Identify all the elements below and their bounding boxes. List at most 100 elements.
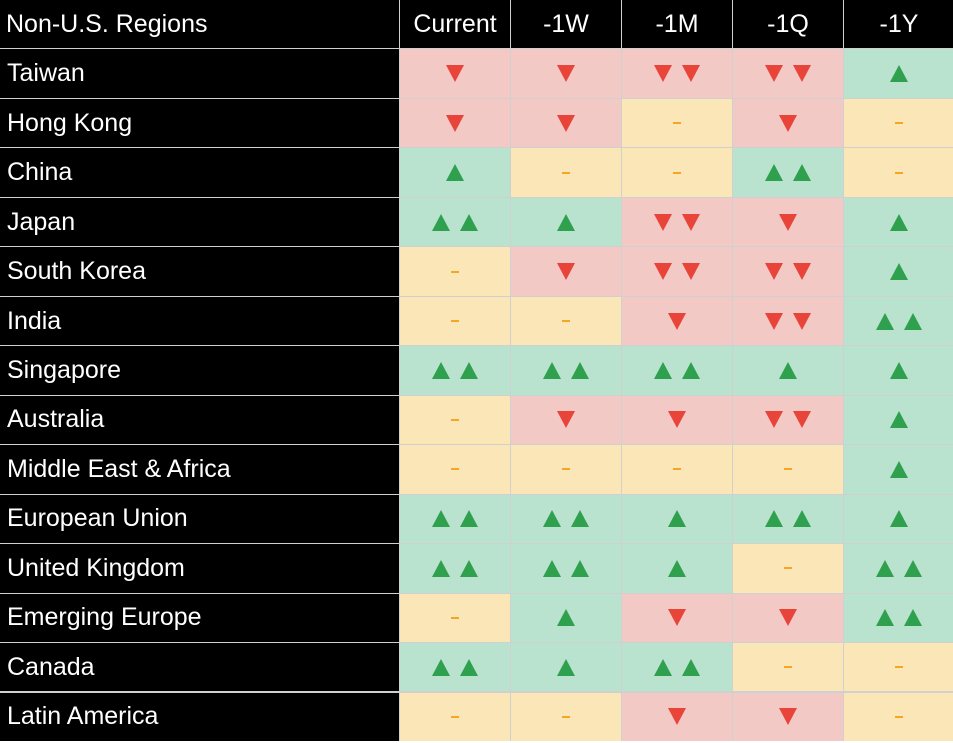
dash-icon bbox=[562, 320, 570, 322]
signal-cell-flat bbox=[400, 296, 510, 346]
triangle-down-icon bbox=[557, 411, 575, 429]
signal-cell-flat bbox=[733, 643, 843, 692]
triangle-up-icon bbox=[446, 164, 464, 182]
triangle-down-icon bbox=[654, 213, 672, 231]
signal-cell-up bbox=[844, 593, 953, 642]
triangle-up-icon bbox=[460, 510, 478, 528]
signal-symbols bbox=[784, 468, 792, 471]
signal-cell-up bbox=[844, 395, 953, 445]
signal-cell-up bbox=[844, 346, 953, 395]
signal-cell-up bbox=[844, 445, 953, 494]
triangle-up-icon bbox=[793, 510, 811, 528]
triangle-up-icon bbox=[890, 213, 908, 231]
signal-cell-up bbox=[400, 197, 510, 247]
signal-symbols bbox=[876, 559, 922, 577]
signal-symbols bbox=[446, 114, 464, 132]
signal-cell-down bbox=[733, 692, 843, 741]
signal-symbols bbox=[765, 411, 811, 429]
signal-cell-flat bbox=[622, 98, 732, 148]
signal-cell-down bbox=[400, 49, 510, 98]
triangle-down-icon bbox=[793, 312, 811, 330]
signal-symbols bbox=[557, 213, 575, 231]
dash-icon bbox=[673, 468, 681, 471]
signal-symbols bbox=[895, 171, 903, 174]
dash-icon bbox=[562, 715, 570, 718]
region-label: Australia bbox=[0, 395, 399, 445]
dash-icon bbox=[562, 171, 570, 174]
signal-symbols bbox=[543, 510, 589, 528]
triangle-up-icon bbox=[682, 658, 700, 676]
signal-symbols bbox=[451, 418, 459, 421]
signal-cell-down bbox=[511, 247, 621, 296]
triangle-up-icon bbox=[432, 559, 450, 577]
region-label: Japan bbox=[0, 197, 399, 247]
signal-symbols bbox=[895, 715, 903, 718]
header-period: Current bbox=[400, 0, 510, 49]
signal-symbols bbox=[890, 411, 908, 429]
triangle-up-icon bbox=[571, 559, 589, 577]
triangle-down-icon bbox=[557, 263, 575, 281]
dash-icon bbox=[895, 666, 903, 669]
signal-symbols bbox=[557, 411, 575, 429]
signal-symbols bbox=[668, 312, 686, 330]
region-label: European Union bbox=[0, 494, 399, 544]
signal-symbols bbox=[668, 609, 686, 627]
triangle-up-icon bbox=[432, 510, 450, 528]
signal-symbols bbox=[765, 263, 811, 281]
signal-cell-flat bbox=[733, 445, 843, 494]
signal-cell-flat bbox=[511, 692, 621, 741]
triangle-up-icon bbox=[765, 164, 783, 182]
region-label: Canada bbox=[0, 643, 399, 692]
dash-icon bbox=[451, 320, 459, 322]
triangle-down-icon bbox=[668, 609, 686, 627]
triangle-up-icon bbox=[890, 510, 908, 528]
triangle-up-icon bbox=[890, 263, 908, 281]
triangle-up-icon bbox=[904, 559, 922, 577]
signal-cell-flat bbox=[400, 692, 510, 741]
triangle-up-icon bbox=[876, 312, 894, 330]
triangle-up-icon bbox=[543, 559, 561, 577]
triangle-up-icon bbox=[890, 460, 908, 478]
signal-symbols bbox=[668, 559, 686, 577]
signal-cell-down bbox=[511, 98, 621, 148]
signal-symbols bbox=[654, 361, 700, 379]
signal-symbols bbox=[890, 213, 908, 231]
signal-cell-down bbox=[622, 395, 732, 445]
dash-icon bbox=[673, 171, 681, 174]
signal-cell-up bbox=[400, 148, 510, 197]
signal-symbols bbox=[432, 361, 478, 379]
signal-cell-down bbox=[622, 593, 732, 642]
signal-cell-flat bbox=[622, 445, 732, 494]
triangle-down-icon bbox=[668, 312, 686, 330]
signal-symbols bbox=[543, 361, 589, 379]
signal-symbols bbox=[779, 708, 797, 726]
region-label: Emerging Europe bbox=[0, 593, 399, 642]
signal-symbols bbox=[557, 263, 575, 281]
signal-cell-up bbox=[844, 247, 953, 296]
signal-symbols bbox=[895, 666, 903, 669]
signal-symbols bbox=[562, 320, 570, 322]
signal-symbols bbox=[451, 715, 459, 718]
signal-symbols bbox=[557, 65, 575, 83]
signal-cell-flat bbox=[511, 296, 621, 346]
dash-icon bbox=[784, 468, 792, 471]
signal-cell-up bbox=[400, 643, 510, 692]
triangle-down-icon bbox=[793, 65, 811, 83]
dash-icon bbox=[562, 468, 570, 471]
region-label: Taiwan bbox=[0, 49, 399, 98]
signal-symbols bbox=[876, 609, 922, 627]
region-label: India bbox=[0, 296, 399, 346]
triangle-up-icon bbox=[765, 510, 783, 528]
triangle-up-icon bbox=[432, 361, 450, 379]
header-period: -1Q bbox=[733, 0, 843, 49]
signal-cell-flat bbox=[844, 692, 953, 741]
triangle-down-icon bbox=[793, 263, 811, 281]
triangle-down-icon bbox=[682, 65, 700, 83]
triangle-down-icon bbox=[765, 411, 783, 429]
signal-symbols bbox=[779, 609, 797, 627]
signal-symbols bbox=[562, 171, 570, 174]
dash-icon bbox=[673, 122, 681, 125]
region-label: Middle East & Africa bbox=[0, 445, 399, 494]
region-label: China bbox=[0, 148, 399, 197]
